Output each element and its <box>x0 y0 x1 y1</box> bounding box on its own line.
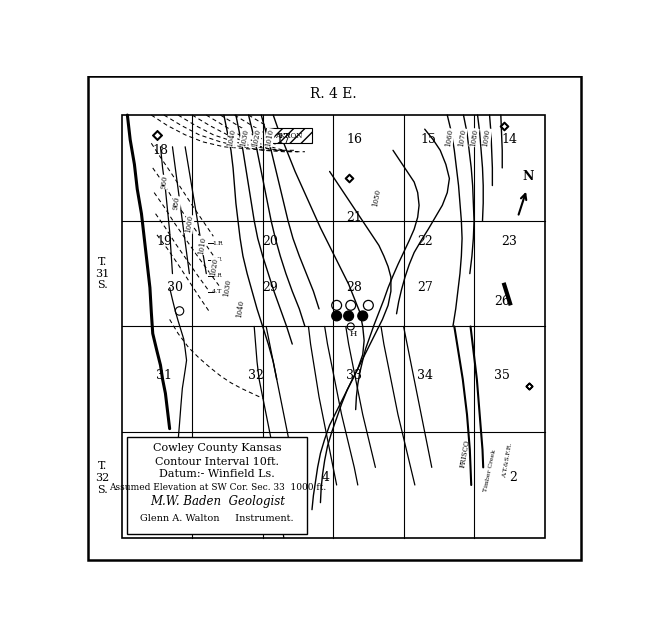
Text: AKRON: AKRON <box>276 132 303 139</box>
Text: 1080: 1080 <box>469 128 479 147</box>
Bar <box>122 115 545 538</box>
Text: 1010: 1010 <box>264 128 275 147</box>
Text: 3.R: 3.R <box>212 273 222 278</box>
Text: 19: 19 <box>156 235 172 249</box>
Text: 1090: 1090 <box>482 128 492 147</box>
Text: N: N <box>523 170 534 183</box>
Text: Glenn A. Walton     Instrument.: Glenn A. Walton Instrument. <box>140 515 294 523</box>
Text: M.W. Baden  Geologist: M.W. Baden Geologist <box>150 495 285 508</box>
Text: 2: 2 <box>509 471 517 485</box>
Text: 1000: 1000 <box>184 215 194 234</box>
Text: 1020: 1020 <box>209 257 220 276</box>
Text: 1070: 1070 <box>457 128 467 147</box>
Text: 34: 34 <box>417 370 433 382</box>
Text: 26: 26 <box>494 295 510 308</box>
Bar <box>127 437 307 534</box>
Text: 28: 28 <box>346 281 362 294</box>
Text: 1030: 1030 <box>239 128 250 147</box>
Text: 35: 35 <box>494 370 510 382</box>
Text: 20: 20 <box>262 235 278 249</box>
Text: 29: 29 <box>262 281 278 294</box>
Text: R. 4 E.: R. 4 E. <box>310 87 356 101</box>
Text: 2.R: 2.R <box>212 257 222 262</box>
Circle shape <box>358 311 368 321</box>
Text: 23: 23 <box>501 235 517 249</box>
Text: 22: 22 <box>417 235 433 249</box>
Text: 960: 960 <box>159 175 169 190</box>
Text: 1020: 1020 <box>252 128 263 147</box>
Bar <box>266 128 312 143</box>
Text: Timber Creek: Timber Creek <box>483 450 497 492</box>
Text: 4.T: 4.T <box>212 289 222 294</box>
Text: 17: 17 <box>276 133 292 146</box>
Text: 980: 980 <box>172 196 181 211</box>
Text: 21: 21 <box>346 211 362 224</box>
Text: 14: 14 <box>501 133 517 146</box>
Text: A.T.&S.F.R.: A.T.&S.F.R. <box>502 443 514 478</box>
Text: 33: 33 <box>346 370 362 382</box>
Text: FRISCO: FRISCO <box>459 438 472 468</box>
Text: Datum:- Winfield Ls.: Datum:- Winfield Ls. <box>159 469 275 480</box>
Text: 30: 30 <box>166 281 183 294</box>
Text: 1040: 1040 <box>226 128 237 147</box>
Text: 1060: 1060 <box>444 128 454 147</box>
Text: 1030: 1030 <box>222 279 233 297</box>
Text: 1050: 1050 <box>371 189 382 208</box>
Circle shape <box>332 311 342 321</box>
Text: Contour Interval 10ft.: Contour Interval 10ft. <box>155 457 280 467</box>
Text: 1.R: 1.R <box>212 241 222 246</box>
Text: T.
32
S.: T. 32 S. <box>95 461 109 495</box>
Text: H: H <box>349 329 357 338</box>
Circle shape <box>344 311 354 321</box>
Text: 1010: 1010 <box>197 236 207 255</box>
Text: 16: 16 <box>346 133 362 146</box>
Text: 1040: 1040 <box>235 300 245 319</box>
Text: 18: 18 <box>153 144 168 157</box>
Text: Assumed Elevation at SW Cor. Sec. 33  1000 ft.: Assumed Elevation at SW Cor. Sec. 33 100… <box>109 483 326 492</box>
Text: 15: 15 <box>421 133 436 146</box>
Text: 31: 31 <box>156 370 172 382</box>
Text: 4: 4 <box>322 471 330 485</box>
Text: 27: 27 <box>417 281 433 294</box>
Text: T.
31
S.: T. 31 S. <box>95 257 109 290</box>
Text: 32: 32 <box>248 370 263 382</box>
Text: Cowley County Kansas: Cowley County Kansas <box>153 443 281 453</box>
